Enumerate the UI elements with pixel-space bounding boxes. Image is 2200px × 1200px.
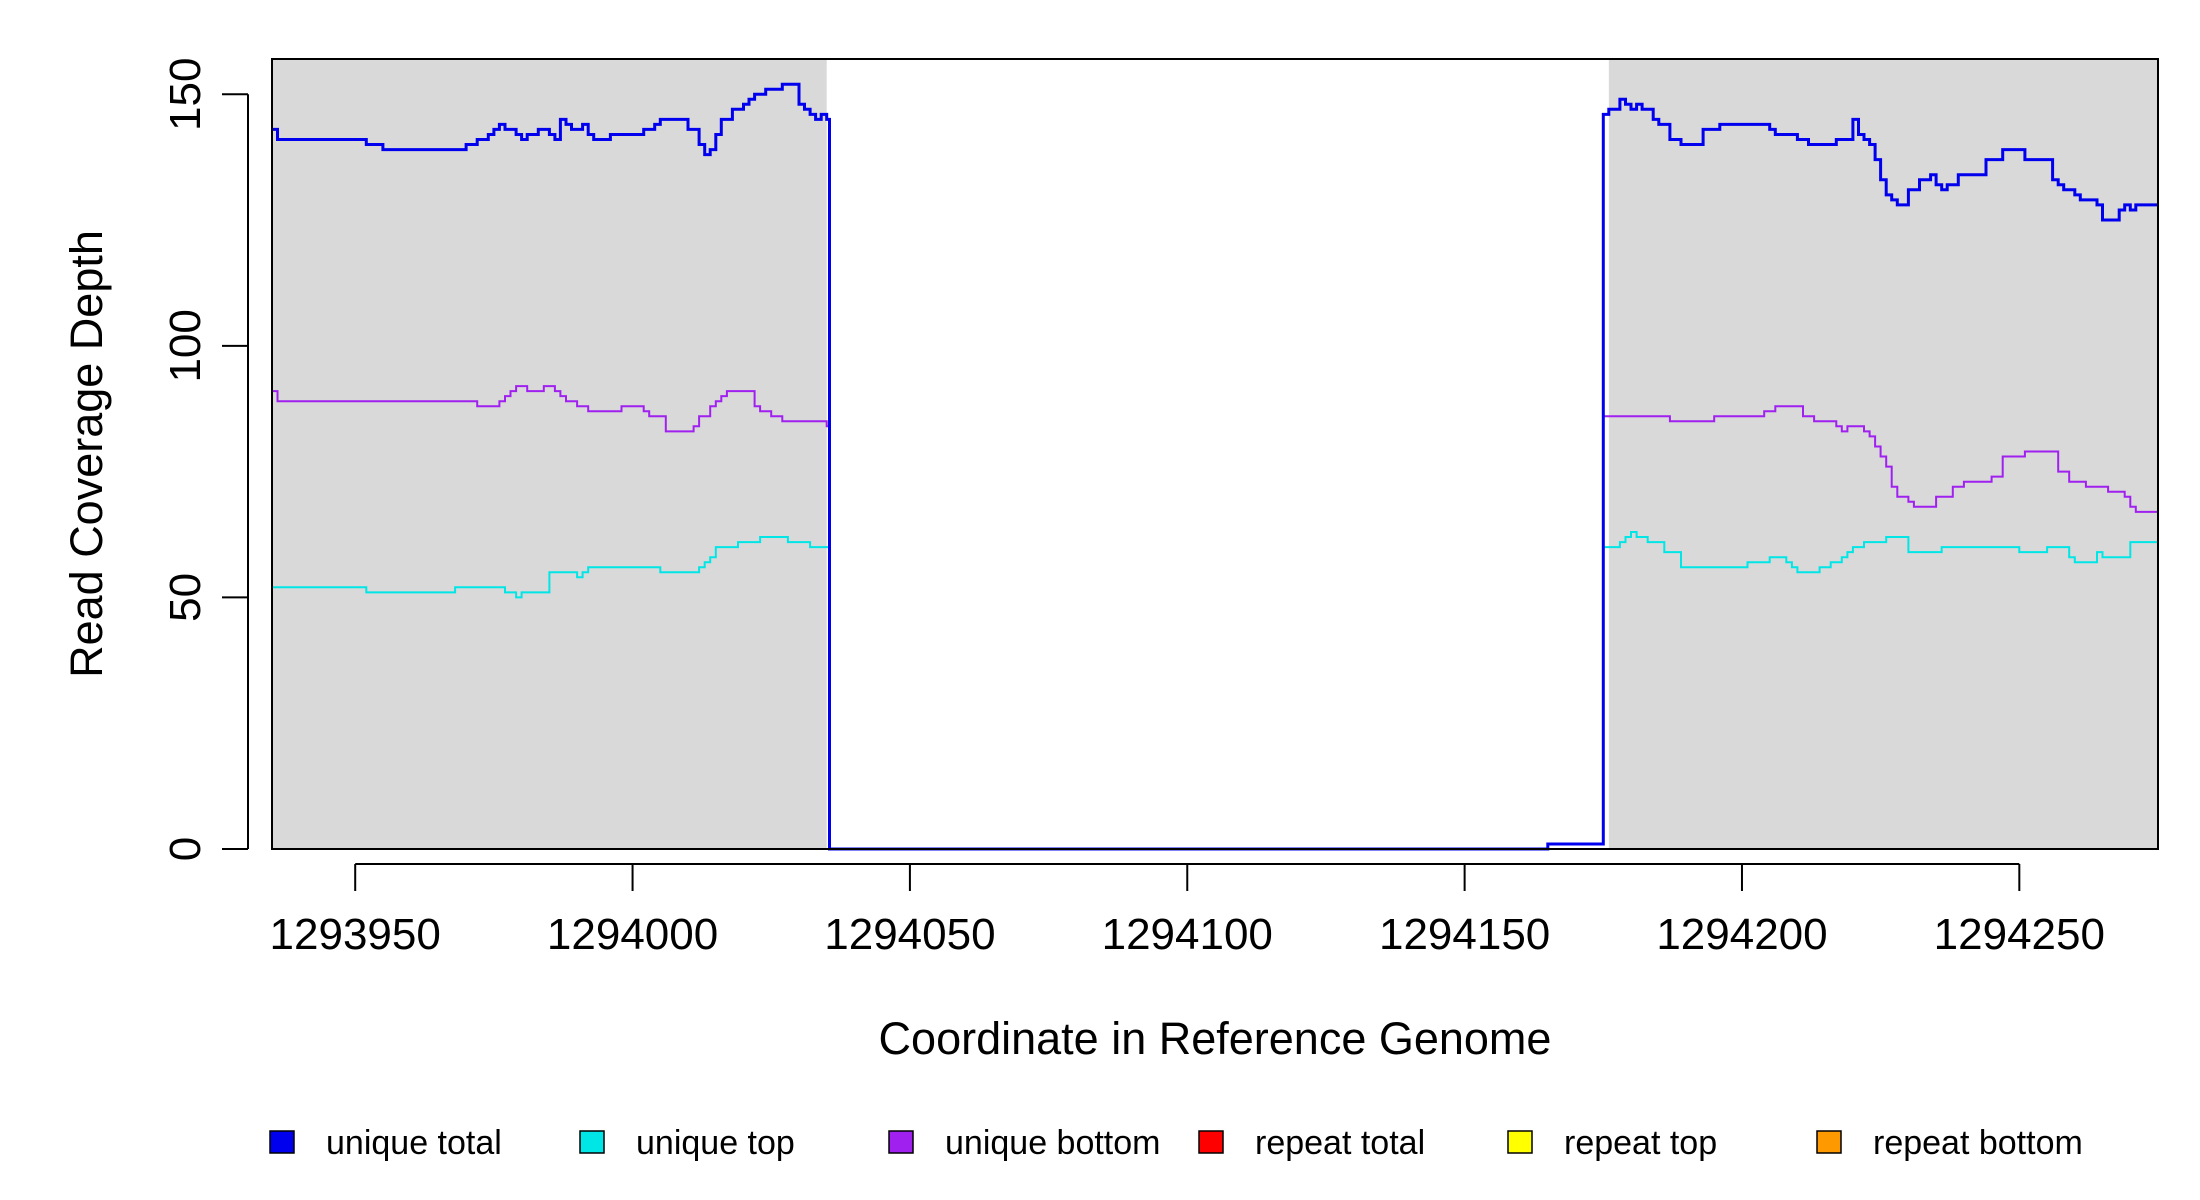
plot-background-group xyxy=(272,59,2158,849)
legend-label: repeat top xyxy=(1564,1124,1717,1162)
y-tick-label: 100 xyxy=(161,309,210,382)
legend-label: repeat total xyxy=(1255,1124,1425,1162)
legend-swatch xyxy=(1198,1130,1224,1154)
legend-label: unique bottom xyxy=(945,1124,1161,1162)
x-tick-label: 1294200 xyxy=(1656,910,1827,959)
plot-frame xyxy=(271,58,2159,850)
x-tick-label: 1294100 xyxy=(1102,910,1273,959)
x-axis-title: Coordinate in Reference Genome xyxy=(879,1013,1552,1064)
x-tick-label: 1294150 xyxy=(1379,910,1550,959)
x-tick-label: 1294250 xyxy=(1934,910,2105,959)
legend: unique total unique top unique bottom repea… xyxy=(269,1124,2083,1162)
y-tick-label: 50 xyxy=(161,573,210,622)
y-tick-label: 150 xyxy=(161,58,210,131)
x-tick-label: 1293950 xyxy=(270,910,441,959)
x-tick-label: 1294000 xyxy=(547,910,718,959)
legend-swatch xyxy=(269,1130,295,1154)
x-tick-label: 1294050 xyxy=(824,910,995,959)
highlight-region xyxy=(826,59,1609,849)
legend-label: unique total xyxy=(326,1124,502,1162)
y-axis-title: Read Coverage Depth xyxy=(61,230,112,678)
legend-swatch xyxy=(888,1130,914,1154)
legend-label: unique top xyxy=(636,1124,795,1162)
series-line-unique-total xyxy=(272,82,2158,851)
legend-swatch xyxy=(1816,1130,1842,1154)
series-line-unique-top xyxy=(272,531,2158,850)
legend-swatch xyxy=(1507,1130,1533,1154)
axes-layer: 1293950 1294000 1294050 1294100 1294150 12942… xyxy=(161,58,2105,959)
legend-label: repeat bottom xyxy=(1873,1124,2083,1162)
y-tick-label: 0 xyxy=(161,837,210,861)
legend-swatch xyxy=(579,1130,605,1154)
series-line-unique-bottom xyxy=(272,385,2158,850)
